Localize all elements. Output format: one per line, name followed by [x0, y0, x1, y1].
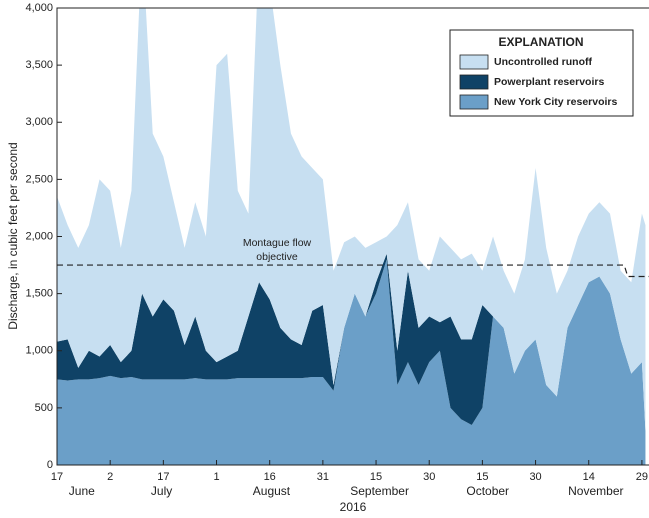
area: [57, 253, 646, 431]
y-tick-label: 1,500: [25, 288, 53, 300]
month-label: July: [151, 484, 172, 498]
month-label: June: [69, 484, 95, 498]
month-label: October: [466, 484, 509, 498]
x-tick-label: 29: [636, 471, 648, 483]
y-tick-label: 4,000: [25, 2, 53, 14]
y-tick-label: 1,000: [25, 345, 53, 357]
annotation: objective: [256, 251, 298, 263]
x-tick-label: 2: [107, 471, 113, 483]
legend-label: Powerplant reservoirs: [494, 76, 604, 88]
legend-label: Uncontrolled runoff: [494, 56, 592, 68]
x-tick-label: 15: [370, 471, 382, 483]
x-tick-label: 16: [264, 471, 276, 483]
annotation: Montague flow: [243, 237, 312, 249]
y-tick-label: 3,500: [25, 59, 53, 71]
x-tick-label: 30: [423, 471, 435, 483]
x-tick-label: 31: [317, 471, 329, 483]
x-tick-label: 14: [583, 471, 595, 483]
x-tick-label: 17: [51, 471, 63, 483]
y-axis-label: Discharge, in cubic feet per second: [6, 142, 20, 329]
x-tick-label: 17: [157, 471, 169, 483]
x-tick-label: 15: [476, 471, 488, 483]
y-tick-label: 500: [35, 402, 53, 414]
plot-area: [57, 8, 646, 465]
y-tick-label: 2,500: [25, 173, 53, 185]
legend-swatch: [459, 54, 489, 70]
y-tick-label: 0: [47, 459, 53, 471]
legend-label: New York City reservoirs: [494, 96, 617, 108]
legend-swatch: [459, 74, 489, 90]
month-label: September: [350, 484, 409, 498]
area: [57, 8, 646, 431]
x-axis-label: 2016: [340, 500, 367, 514]
y-tick-label: 3,000: [25, 116, 53, 128]
y-tick-label: 2,000: [25, 230, 53, 242]
month-label: August: [253, 484, 291, 498]
area: [57, 259, 646, 465]
x-tick-label: 1: [213, 471, 219, 483]
objective-line: [57, 264, 649, 278]
legend-title: EXPLANATION: [498, 35, 583, 49]
legend-swatch: [459, 94, 489, 110]
month-label: November: [568, 484, 623, 498]
x-tick-label: 30: [529, 471, 541, 483]
